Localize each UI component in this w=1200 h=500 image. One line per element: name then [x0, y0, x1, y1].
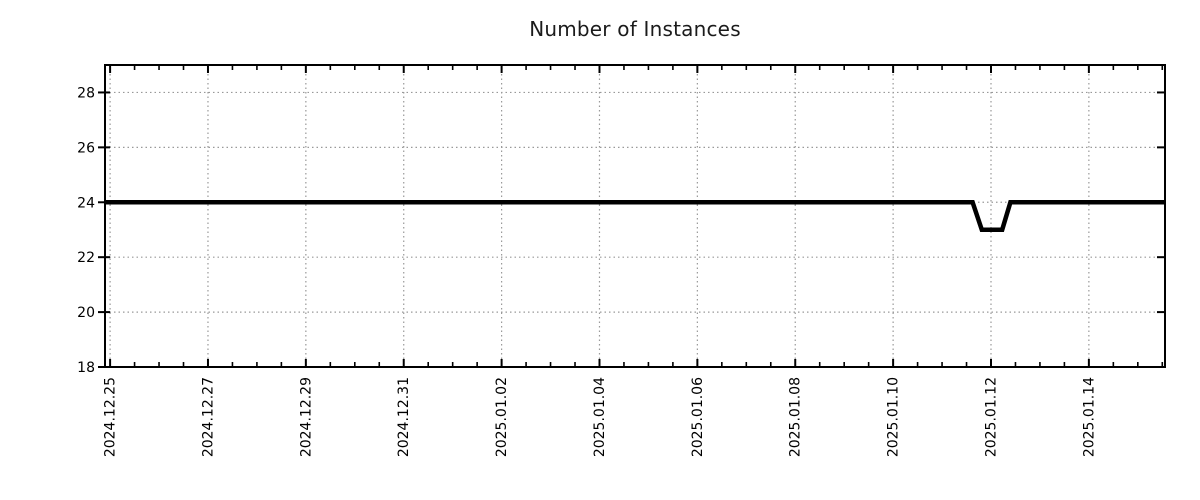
x-tick-label: 2025.01.12	[984, 377, 1000, 457]
x-tick-label: 2025.01.10	[886, 377, 902, 457]
x-major-ticks	[109, 65, 1090, 367]
x-tick-label: 2025.01.02	[494, 377, 510, 457]
y-tick-label: 22	[77, 250, 95, 266]
y-tick-label: 24	[77, 195, 95, 211]
y-tick-label: 20	[77, 305, 95, 321]
x-tick-label: 2025.01.08	[788, 377, 804, 457]
x-tick-label: 2024.12.27	[201, 377, 217, 457]
y-tick-label: 18	[77, 360, 95, 376]
plot-border	[104, 64, 1166, 368]
series-line-number-of-instances	[105, 200, 1165, 232]
y-tick-label: 26	[77, 140, 95, 156]
x-tick-label: 2024.12.25	[103, 377, 119, 457]
y-tick-labels: 18 20 22 24 26 28	[77, 85, 95, 376]
x-tick-label: 2025.01.06	[690, 377, 706, 457]
x-tick-label: 2025.01.14	[1081, 377, 1097, 457]
y-tick-label: 28	[77, 85, 95, 101]
x-tick-label: 2025.01.04	[592, 377, 608, 457]
y-major-ticks	[98, 91, 1165, 368]
x-tick-labels: 2024.12.25 2024.12.27 2024.12.29 2024.12.31…	[103, 377, 1098, 457]
plot-border-rect	[104, 64, 1166, 368]
x-tick-label: 2024.12.29	[298, 377, 314, 457]
series	[105, 200, 1165, 232]
x-tick-label: 2024.12.31	[396, 377, 412, 457]
chart-title: Number of Instances	[529, 17, 741, 41]
